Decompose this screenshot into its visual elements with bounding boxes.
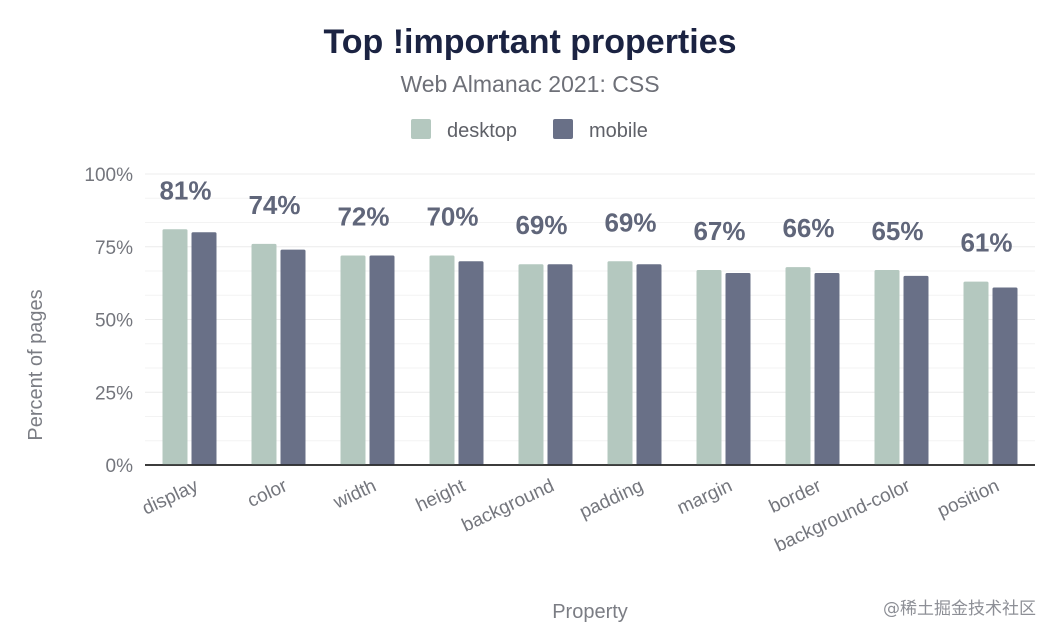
data-label-background: 69% [515,210,567,240]
data-label-display: 81% [159,175,211,205]
x-tick-label-color: color [244,475,291,512]
watermark-text: @稀土掘金技术社区 [883,599,1036,619]
y-axis-ticks: 0% 25% 50% 75% 100% [84,165,133,477]
y-tick-label: 0% [106,456,134,477]
legend-label-desktop: desktop [447,120,517,142]
bar-desktop-width [340,255,366,465]
bar-desktop-margin [696,270,722,465]
y-tick-label: 25% [95,383,133,404]
y-tick-label: 75% [95,238,133,259]
data-label-background-color: 65% [871,216,923,246]
data-label-height: 70% [426,201,478,231]
bar-desktop-background [518,264,544,465]
x-tick-label-background: background [459,475,558,536]
bar-desktop-color [251,243,277,465]
data-labels-group: 81% 74% 72% 70% 69% 69% 67% 66% 65% 61% [159,175,1012,257]
bar-desktop-background-color [874,270,900,465]
y-tick-label: 50% [95,311,133,332]
data-label-border: 66% [782,213,834,243]
x-tick-label-padding: padding [576,475,646,523]
legend-swatch-mobile [553,119,573,139]
bar-mobile-border [814,272,840,465]
legend: desktop mobile [411,119,648,142]
chart-subtitle: Web Almanac 2021: CSS [400,71,659,97]
chart-title: Top !important properties [323,23,736,61]
bar-desktop-padding [607,261,633,465]
bar-mobile-color [280,249,306,465]
legend-swatch-desktop [411,119,431,139]
data-label-padding: 69% [604,207,656,237]
x-tick-label-display: display [139,475,202,519]
y-tick-label: 100% [84,165,133,186]
bar-mobile-background [547,264,573,465]
bar-desktop-border [785,267,811,465]
legend-label-mobile: mobile [589,120,648,142]
x-tick-label-width: width [330,475,380,513]
bar-mobile-height [458,261,484,465]
bar-desktop-position [963,281,989,465]
bar-mobile-position [992,287,1018,465]
x-tick-label-height: height [413,475,469,516]
data-label-width: 72% [337,201,389,231]
bar-mobile-background-color [903,275,929,465]
chart-title-group: Top !important properties Web Almanac 20… [323,23,736,97]
bar-mobile-width [369,255,395,465]
bar-mobile-display [191,232,217,465]
data-label-margin: 67% [693,216,745,246]
bar-desktop-display [162,229,188,465]
x-tick-label-margin: margin [674,475,736,519]
bar-desktop-height [429,255,455,465]
x-axis-title: Property [552,601,628,623]
x-tick-label-position: position [934,475,1002,522]
data-label-position: 61% [960,228,1012,258]
bar-mobile-margin [725,272,751,465]
x-tick-label-border: border [766,475,825,518]
data-label-color: 74% [248,190,300,220]
bars-group [162,229,1018,465]
y-axis-title: Percent of pages [25,289,47,440]
bar-mobile-padding [636,264,662,465]
